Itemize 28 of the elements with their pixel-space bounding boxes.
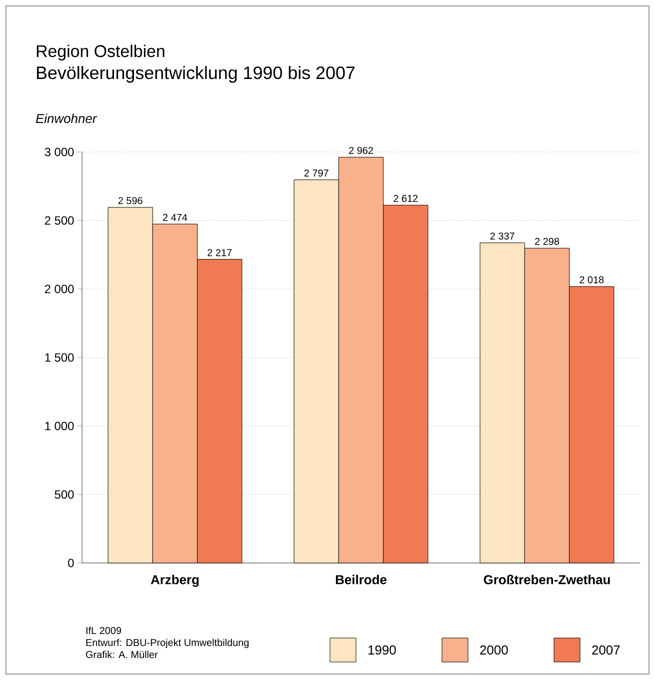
y-tick-label: 2 000 bbox=[44, 284, 74, 294]
x-tick-label: Großtreben-Zwethau bbox=[484, 574, 610, 584]
text: IfL 2009 bbox=[86, 626, 122, 634]
y-axis-title: Einwohner bbox=[36, 114, 98, 124]
x-tick-label: Arzberg bbox=[150, 574, 199, 587]
data-label: 2 337 bbox=[490, 232, 514, 240]
legend-label: 2007 bbox=[592, 645, 620, 655]
y-tick-label: 500 bbox=[54, 490, 74, 499]
y-tick-label: 1 000 bbox=[45, 422, 74, 430]
data-label: 2 797 bbox=[304, 170, 328, 177]
data-label: 2 474 bbox=[163, 214, 188, 221]
y-tick-label: 1 500 bbox=[45, 353, 74, 362]
text: Entwurf: DBU-Projekt Umweltbildung bbox=[86, 638, 249, 648]
legend-label: 1990 bbox=[368, 645, 396, 655]
data-label: 2 612 bbox=[394, 194, 418, 202]
data-label: 2 018 bbox=[580, 276, 604, 284]
x-tick-label: Beilrode bbox=[336, 574, 386, 584]
data-label: 2 217 bbox=[208, 249, 232, 256]
chart-subtitle: Bevölkerungsentwicklung 1990 bis 2007 bbox=[36, 66, 355, 83]
chart-title: Region Ostelbien bbox=[36, 44, 164, 61]
y-tick-label: 3 000 bbox=[44, 148, 74, 156]
data-label: 2 298 bbox=[535, 238, 560, 245]
legend-label: 2000 bbox=[480, 645, 508, 655]
y-tick-label: 0 bbox=[68, 558, 74, 568]
data-label: 2 962 bbox=[349, 146, 373, 154]
y-tick-label: 2 500 bbox=[44, 216, 74, 225]
text: Grafik: A. Müller bbox=[86, 650, 158, 658]
data-label: 2 596 bbox=[118, 197, 142, 204]
